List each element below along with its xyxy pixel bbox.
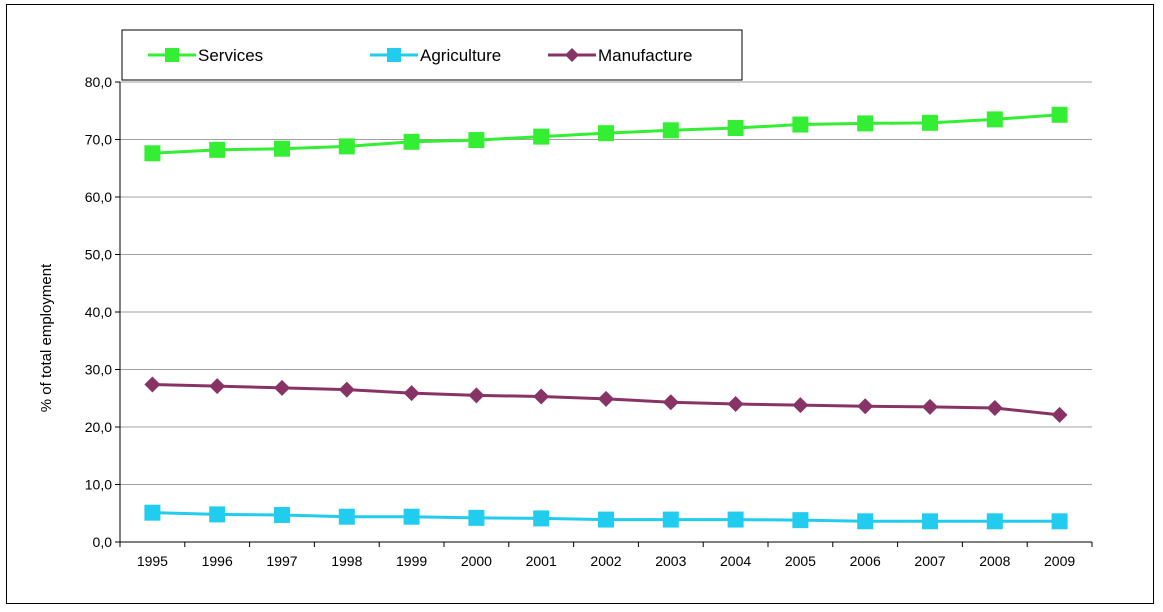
data-point-services bbox=[727, 120, 744, 136]
data-point-agriculture bbox=[144, 504, 161, 521]
y-tick-label: 20,0 bbox=[85, 419, 112, 435]
gridlines bbox=[120, 81, 1092, 485]
data-point-agriculture bbox=[727, 511, 744, 528]
x-tick-label: 2009 bbox=[1044, 553, 1075, 569]
data-point-agriculture bbox=[792, 512, 809, 529]
data-point-manufacture bbox=[986, 400, 1003, 417]
x-tick-label: 1999 bbox=[396, 553, 427, 569]
data-point-agriculture bbox=[533, 510, 550, 527]
x-tick-label: 1998 bbox=[331, 553, 362, 569]
data-point-agriculture bbox=[338, 508, 355, 525]
x-tick-label: 2007 bbox=[914, 553, 945, 569]
data-point-agriculture bbox=[1051, 513, 1068, 530]
axes: 0,0 10,0 20,0 30,0 40,0 50,0 60,0 70,0 80,0 1995 1… bbox=[85, 74, 1093, 569]
legend: Services Agriculture Manufacture bbox=[121, 29, 743, 81]
data-point-services bbox=[533, 128, 550, 145]
data-point-agriculture bbox=[986, 513, 1003, 530]
legend-box bbox=[121, 29, 743, 81]
data-point-agriculture bbox=[598, 511, 614, 528]
x-tick-label: 2008 bbox=[979, 553, 1010, 569]
legend-marker-agriculture bbox=[387, 48, 401, 62]
data-point-services bbox=[598, 125, 614, 142]
y-tick-label: 30,0 bbox=[85, 362, 112, 378]
x-tick-label: 2001 bbox=[526, 553, 557, 569]
y-tick-label: 50,0 bbox=[85, 247, 112, 263]
data-point-manufacture bbox=[922, 398, 938, 415]
legend-marker-services bbox=[165, 48, 179, 62]
series-services bbox=[144, 106, 1068, 162]
data-point-services bbox=[274, 140, 290, 157]
data-point-manufacture bbox=[533, 388, 550, 405]
data-point-services bbox=[857, 115, 874, 132]
legend-label-agriculture: Agriculture bbox=[420, 46, 501, 65]
data-point-services bbox=[662, 122, 679, 139]
x-tick-label: 2000 bbox=[461, 553, 492, 569]
y-tick-label: 60,0 bbox=[85, 189, 112, 205]
x-tick-label: 2002 bbox=[590, 553, 621, 569]
data-point-manufacture bbox=[209, 378, 226, 395]
legend-marker-manufacture bbox=[565, 48, 579, 62]
data-point-manufacture bbox=[727, 396, 744, 412]
data-point-services bbox=[468, 132, 485, 149]
data-point-services bbox=[144, 145, 161, 162]
x-tick-label: 1995 bbox=[137, 553, 168, 569]
data-point-agriculture bbox=[662, 511, 679, 528]
y-tick-label: 0,0 bbox=[93, 534, 113, 550]
data-point-manufacture bbox=[274, 379, 290, 396]
legend-label-manufacture: Manufacture bbox=[598, 46, 693, 65]
data-point-services bbox=[209, 141, 226, 158]
data-point-services bbox=[338, 138, 355, 155]
data-point-services bbox=[1051, 106, 1068, 123]
data-point-services bbox=[792, 116, 809, 133]
data-point-agriculture bbox=[209, 506, 226, 523]
data-point-manufacture bbox=[1051, 406, 1068, 423]
data-point-agriculture bbox=[922, 513, 938, 530]
data-point-manufacture bbox=[468, 387, 485, 404]
y-axis-label: % of total employment bbox=[38, 263, 55, 412]
legend-label-services: Services bbox=[198, 46, 263, 65]
data-point-manufacture bbox=[403, 385, 420, 402]
data-point-services bbox=[986, 111, 1003, 128]
data-point-manufacture bbox=[662, 394, 679, 411]
series-group bbox=[144, 106, 1068, 530]
data-point-manufacture bbox=[338, 381, 355, 398]
x-tick-label: 2005 bbox=[785, 553, 816, 569]
x-tick-label: 2003 bbox=[655, 553, 686, 569]
data-point-manufacture bbox=[144, 376, 161, 393]
y-tick-label: 10,0 bbox=[85, 477, 112, 493]
series-manufacture bbox=[144, 376, 1068, 423]
x-tick-label: 2004 bbox=[720, 553, 751, 569]
y-tick-label: 70,0 bbox=[85, 132, 112, 148]
data-point-agriculture bbox=[468, 509, 485, 526]
data-point-agriculture bbox=[274, 506, 290, 523]
x-tick-label: 1997 bbox=[266, 553, 297, 569]
x-tick-label: 2006 bbox=[850, 553, 881, 569]
series-agriculture bbox=[144, 504, 1068, 530]
y-tick-label: 40,0 bbox=[85, 304, 112, 320]
data-point-services bbox=[922, 114, 938, 131]
data-point-services bbox=[403, 133, 420, 150]
data-point-agriculture bbox=[403, 508, 420, 525]
data-point-manufacture bbox=[598, 390, 614, 407]
data-point-manufacture bbox=[857, 398, 874, 415]
data-point-manufacture bbox=[792, 397, 809, 414]
x-tick-label: 1996 bbox=[202, 553, 233, 569]
data-point-agriculture bbox=[857, 513, 874, 530]
chart-frame bbox=[6, 4, 1154, 604]
y-tick-label: 80,0 bbox=[85, 74, 112, 90]
